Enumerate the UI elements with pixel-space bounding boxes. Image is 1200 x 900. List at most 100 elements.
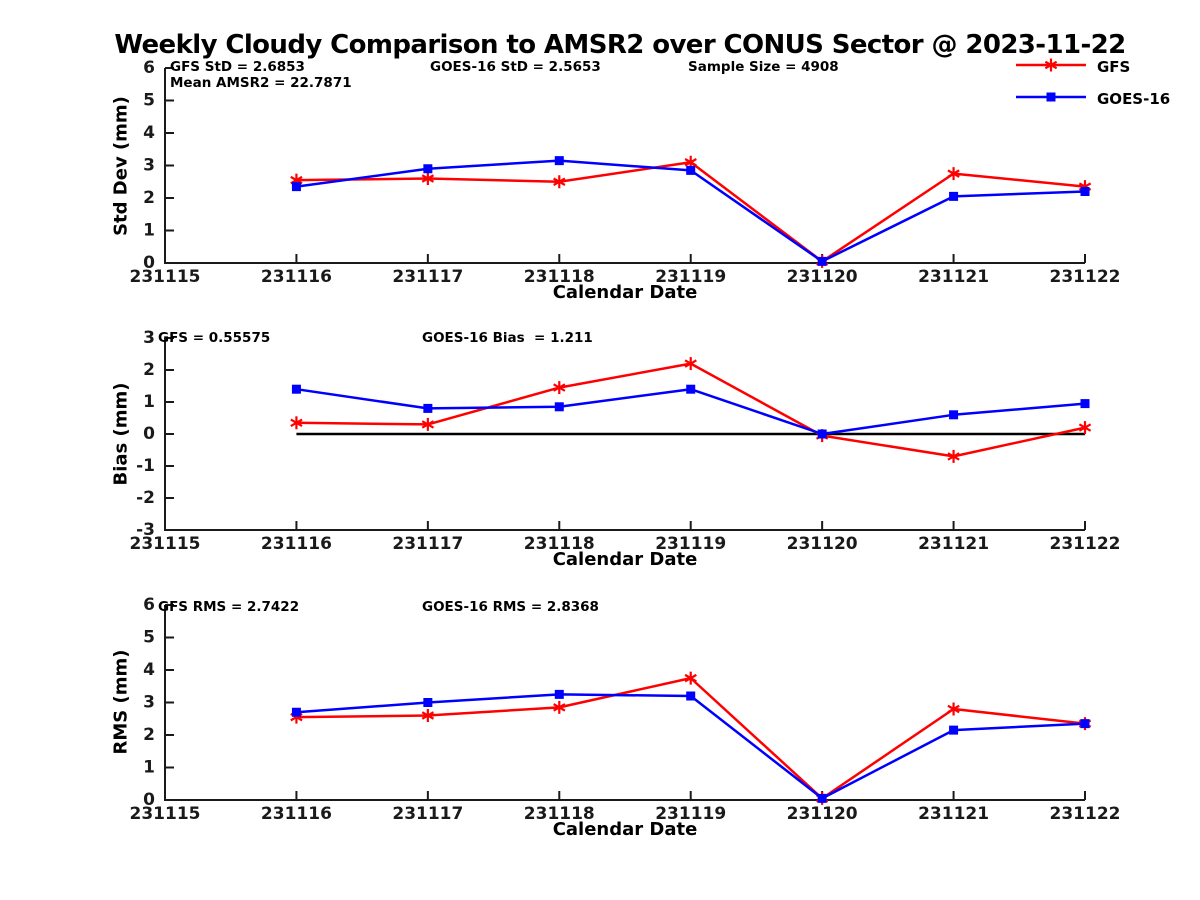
y-tick-label: 0: [143, 790, 155, 810]
x-tick-label: 231116: [261, 534, 332, 554]
goes16-marker: [817, 429, 827, 439]
goes16-marker: [291, 707, 301, 717]
goes16-marker: [686, 691, 696, 701]
y-tick-label: 3: [143, 693, 155, 713]
subplot-rms: 0 1 2 3 4 5 6 231115 231116 231117 231118 231119 231…: [130, 595, 1121, 824]
gfs-marker: [553, 381, 566, 395]
goes16-line-marker-icon: [1014, 88, 1088, 110]
x-tick-label: 231118: [524, 804, 595, 824]
gfs-marker: [421, 172, 435, 185]
annotation-goes16-std: GOES-16 StD = 2.5653: [430, 59, 601, 75]
x-axis-label-stddev: Calendar Date: [552, 282, 698, 303]
axis-spines: [164, 605, 1085, 801]
y-tick-label: -3: [136, 520, 155, 540]
legend-icon: [1016, 58, 1086, 72]
series-line-gfs: [296, 362, 1086, 458]
gfs-line-marker-icon: [1014, 56, 1088, 78]
goes16-marker: [817, 256, 827, 266]
y-tick-label: 6: [143, 595, 155, 615]
goes16-marker: [1080, 399, 1090, 409]
goes16-marker: [949, 191, 959, 201]
y-tick-label: 5: [143, 91, 155, 111]
legend-entry-goes16: GOES-16: [1014, 90, 1170, 108]
x-tick-label: 231120: [787, 534, 858, 554]
x-axis-label-bias: Calendar Date: [552, 549, 698, 570]
x-tick-label: 231121: [918, 534, 989, 554]
legend-label-gfs: GFS: [1097, 58, 1131, 76]
gfs-marker: [684, 671, 697, 685]
y-tick-label: 2: [143, 725, 155, 745]
series-line-goes16: [296, 387, 1086, 436]
goes16-marker: [686, 165, 696, 175]
y-tick-label: -1: [136, 456, 155, 476]
legend-marker: [1046, 92, 1056, 102]
goes16-marker: [423, 164, 433, 174]
annotation-mean-amsr2: Mean AMSR2 = 22.7871: [170, 75, 352, 91]
goes16-marker: [949, 410, 959, 420]
gfs-marker: [553, 175, 566, 189]
annotation-sample-size: Sample Size = 4908: [688, 59, 839, 75]
gfs-marker: [421, 417, 435, 431]
x-tick-label: 231120: [787, 804, 858, 824]
gfs-marker: [553, 700, 566, 714]
y-tick-label: 0: [143, 424, 155, 444]
gfs-marker: [947, 167, 960, 181]
y-tick-label: 4: [143, 660, 155, 680]
annotation-gfs-bias: GFS = 0.55575: [158, 330, 271, 346]
x-tick-label: 231121: [918, 804, 989, 824]
x-tick-label: 231119: [655, 534, 726, 554]
x-tick-label: 231121: [918, 267, 989, 287]
series-line-gfs: [296, 161, 1086, 263]
goes16-marker: [1080, 719, 1090, 729]
subplot-bias: -3 -2 -1 0 1 2 3 231115 231116 231117 231118 231119…: [130, 328, 1121, 554]
y-tick-label: 1: [143, 392, 155, 412]
legend-marker: [1044, 58, 1058, 72]
goes16-marker: [291, 182, 301, 192]
x-tick-label: 231118: [524, 534, 595, 554]
goes16-marker: [554, 402, 564, 412]
x-tick-label: 231119: [655, 804, 726, 824]
goes16-marker: [423, 403, 433, 413]
x-tick-label: 231115: [130, 804, 201, 824]
x-tick-label: 231117: [392, 267, 463, 287]
gfs-marker: [1078, 421, 1092, 435]
y-tick-label: 2: [143, 360, 155, 380]
annotation-goes16-bias: GOES-16 Bias = 1.211: [422, 330, 593, 346]
gfs-marker: [947, 702, 960, 716]
y-axis-label-stddev: Std Dev (mm): [110, 96, 132, 236]
x-tick-label: 231116: [261, 804, 332, 824]
y-tick-label: 3: [143, 156, 155, 176]
x-tick-label: 231122: [1050, 534, 1121, 554]
x-tick-label: 231119: [655, 267, 726, 287]
x-tick-label: 231116: [261, 267, 332, 287]
goes16-marker: [291, 384, 301, 394]
y-tick-label: 4: [143, 123, 155, 143]
annotation-gfs-std: GFS StD = 2.6853: [170, 59, 305, 75]
x-axis-label-rms: Calendar Date: [552, 819, 698, 840]
y-tick-label: 6: [143, 58, 155, 78]
x-tick-label: 231117: [392, 804, 463, 824]
goes16-marker: [1080, 187, 1090, 196]
x-tick-label: 231122: [1050, 267, 1121, 287]
y-tick-label: 2: [143, 188, 155, 208]
goes16-marker: [423, 698, 433, 707]
gfs-marker: [947, 449, 960, 463]
annotation-goes16-rms: GOES-16 RMS = 2.8368: [422, 599, 599, 615]
goes16-marker: [817, 793, 827, 803]
legend-label-goes16: GOES-16: [1097, 90, 1171, 108]
legend-icon: [1016, 92, 1086, 102]
y-axis-label-rms: RMS (mm): [110, 649, 132, 755]
x-tick-label: 231120: [787, 267, 858, 287]
y-tick-label: 3: [143, 328, 155, 348]
gfs-marker: [421, 709, 435, 722]
legend: GFS GOES-16: [1014, 58, 1170, 122]
y-tick-label: -2: [136, 488, 155, 508]
x-tick-label: 231115: [130, 534, 201, 554]
goes16-marker: [554, 156, 564, 166]
subplot-stddev: 0 1 2 3 4 5 6 231115 231116 231117 231118 231119 231…: [130, 58, 1121, 287]
y-tick-label: 5: [143, 628, 155, 648]
y-tick-label: 1: [143, 221, 155, 241]
legend-entry-gfs: GFS: [1014, 58, 1170, 76]
